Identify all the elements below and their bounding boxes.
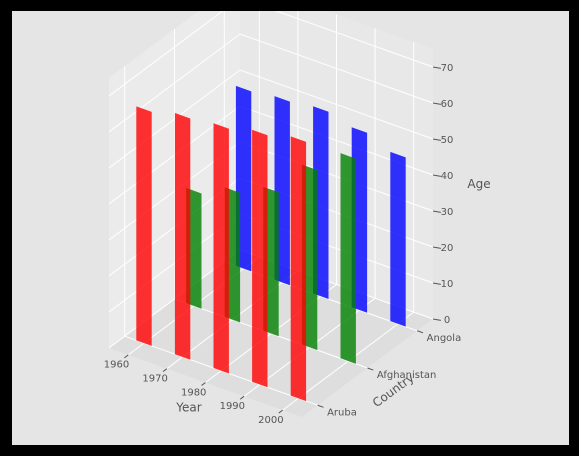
y-tick-label: Angola: [427, 333, 462, 344]
grid-z: [108, 69, 434, 169]
y-tick-mark: [417, 330, 424, 334]
x-tick-mark: [239, 395, 245, 400]
z-tick-mark: [432, 246, 441, 249]
bar-aruba-1980: [213, 123, 229, 374]
y-tick-labels: Aruba Afghanistan Angola: [317, 330, 462, 418]
z-axis-label: Age: [467, 177, 490, 191]
bar-aruba-1970: [174, 113, 191, 360]
z-tick-label: 20: [441, 243, 454, 254]
figure: 1960 1970 1980 1990 2000 Aruba Afghanistan Ang…: [12, 11, 569, 445]
bar-angola-2000: [390, 151, 406, 327]
z-tick-label: 60: [441, 99, 454, 110]
bar-aruba-2000: [290, 136, 307, 402]
x-tick-labels: 1960 1970 1980 1990 2000: [104, 354, 284, 426]
chart-3d-bar: 1960 1970 1980 1990 2000 Aruba Afghanistan Ang…: [104, 11, 491, 426]
z-tick-mark: [432, 282, 441, 285]
x-axis-label: Year: [175, 401, 201, 415]
grid-z: [108, 33, 434, 133]
x-tick-label: 1980: [181, 387, 206, 398]
grid-z: [108, 11, 434, 97]
y-tick-label: Afghanistan: [377, 370, 437, 381]
z-tick-mark: [432, 174, 441, 177]
bars: [136, 85, 406, 402]
z-tick-label: 50: [441, 135, 454, 146]
y-tick-mark: [317, 404, 324, 408]
x-tick-mark: [162, 368, 168, 373]
x-tick-label: 1990: [220, 401, 245, 412]
x-tick-mark: [201, 382, 206, 386]
x-tick-label: 1970: [142, 374, 167, 385]
z-tick-label: 70: [441, 63, 454, 74]
x-tick-label: 1960: [104, 360, 129, 371]
y-tick-mark: [367, 367, 374, 371]
bar-aruba-1960: [136, 106, 152, 346]
z-tick-label: 0: [444, 315, 450, 326]
z-tick-label: 40: [441, 171, 454, 182]
y-tick-label: Aruba: [327, 407, 357, 418]
z-tick-mark: [432, 210, 441, 213]
z-tick-label: 10: [441, 279, 454, 290]
bar-aruba-1990: [252, 129, 268, 388]
bar-afghanistan-2000: [340, 153, 356, 364]
z-tick-mark: [432, 318, 441, 321]
z-tick-label: 30: [441, 207, 454, 218]
x-tick-label: 2000: [258, 415, 283, 426]
x-tick-mark: [124, 354, 129, 359]
x-tick-mark: [278, 409, 283, 414]
z-tick-mark: [432, 102, 441, 105]
z-tick-mark: [432, 138, 441, 141]
z-tick-labels: 0 10 20 30 40 50 60 70: [432, 63, 454, 326]
z-tick-mark: [432, 66, 441, 69]
